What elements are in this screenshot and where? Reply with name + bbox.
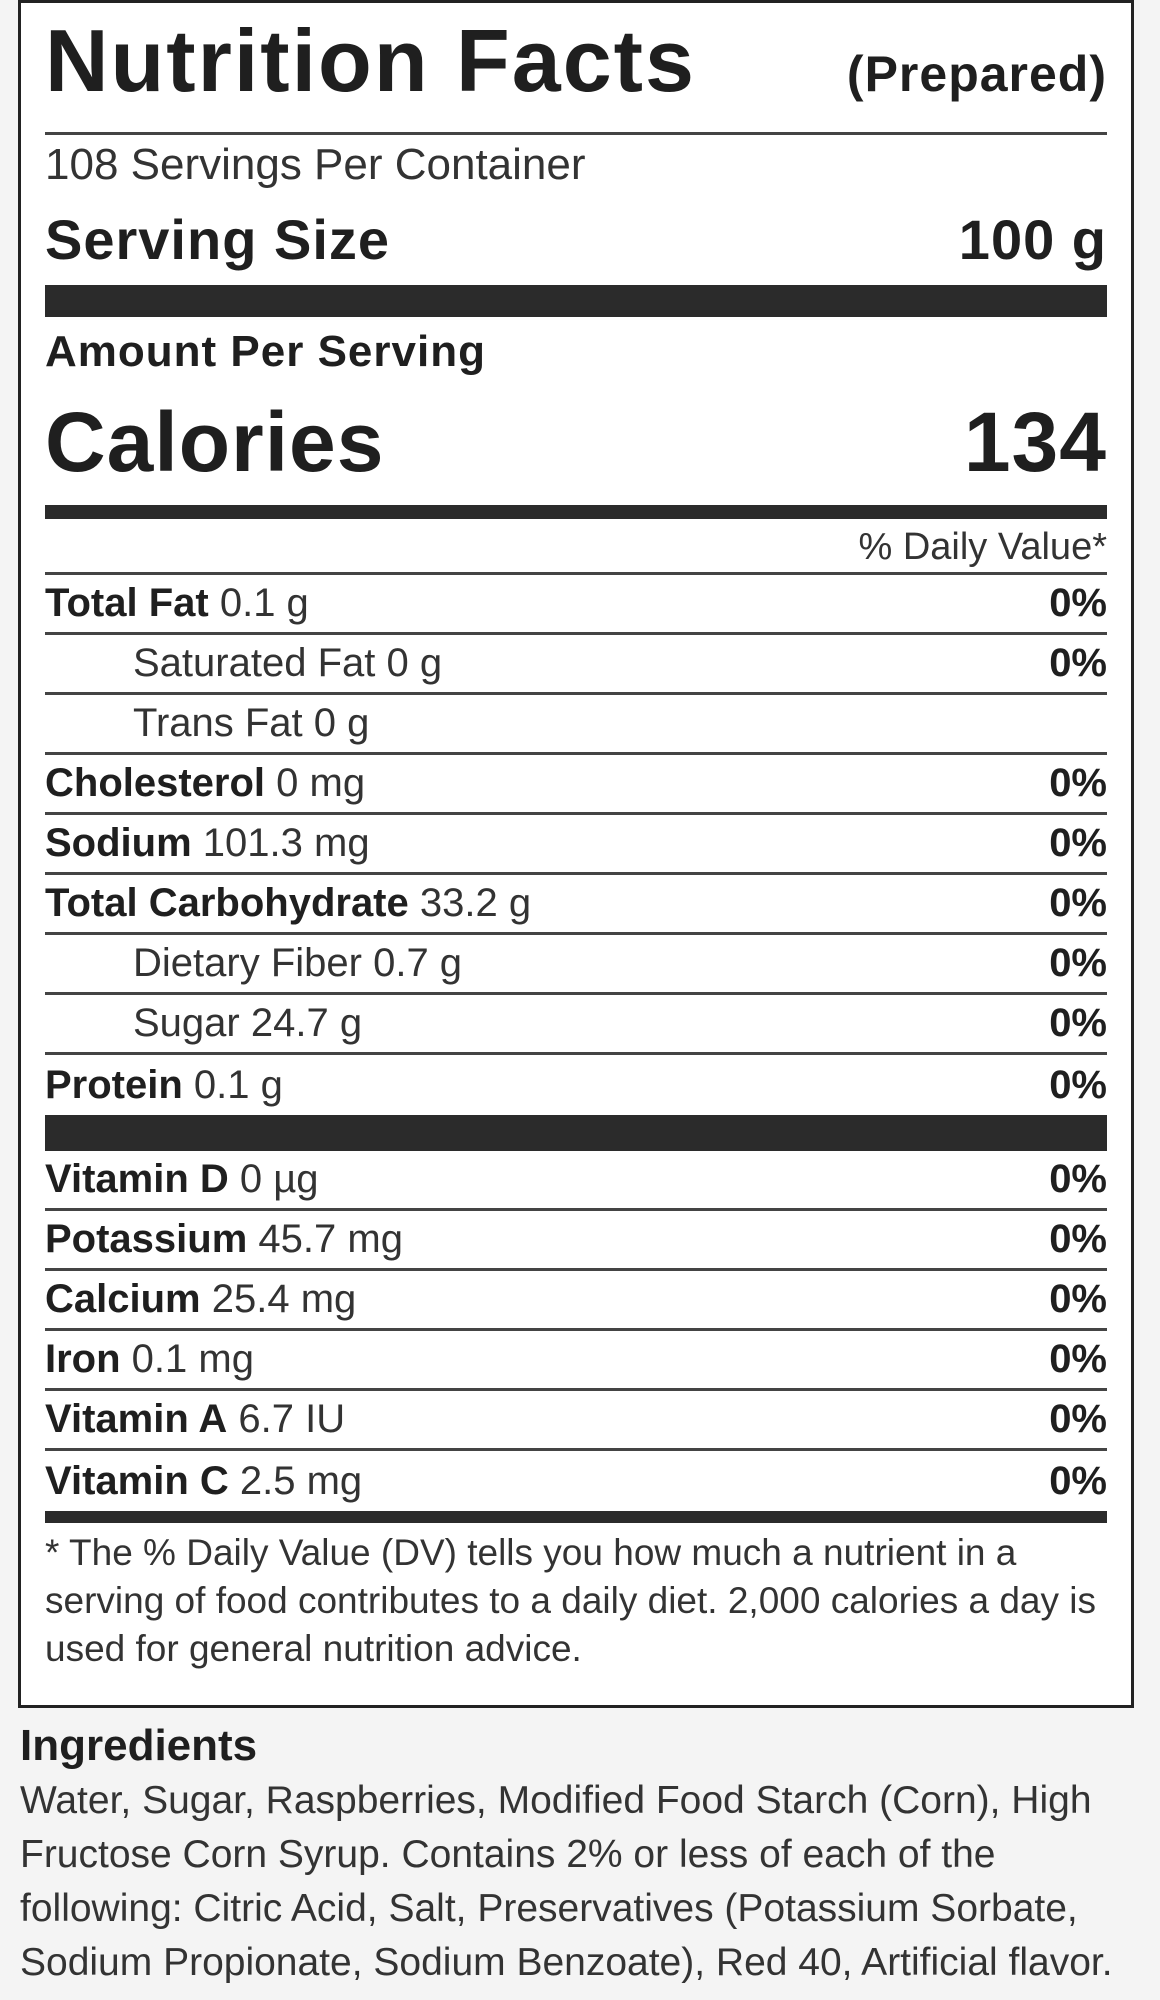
vitamin-name: Vitamin C: [45, 1458, 229, 1503]
vitamin-amount: 6.7 IU: [238, 1397, 346, 1441]
nutrient-row-dietary-fiber: Dietary Fiber 0.7 g 0%: [45, 935, 1107, 995]
nutrient-name: Cholesterol: [45, 761, 266, 805]
nutrition-label: Nutrition Facts (Prepared) 108 Servings …: [18, 0, 1134, 1708]
nutrient-row-cholesterol: Cholesterol 0 mg 0%: [45, 755, 1107, 815]
thick-divider: [45, 285, 1107, 317]
nutrient-name: Trans Fat: [133, 701, 303, 745]
label-header: Nutrition Facts (Prepared): [45, 3, 1107, 135]
nutrient-dv: 0%: [1049, 641, 1107, 685]
footer-divider: [45, 1511, 1107, 1523]
calories-value: 134: [963, 395, 1107, 489]
nutrient-name: Dietary Fiber: [133, 941, 362, 985]
calories-row: Calories 134: [45, 387, 1107, 497]
vitamin-dv: 0%: [1049, 1458, 1107, 1503]
vitamin-name: Calcium: [45, 1277, 201, 1321]
calories-label: Calories: [45, 395, 385, 489]
vitamin-name: Potassium: [45, 1217, 248, 1261]
vitamin-name: Vitamin D: [45, 1157, 229, 1201]
ingredients-text: Water, Sugar, Raspberries, Modified Food…: [20, 1779, 1113, 1984]
nutrient-amount: 0 mg: [276, 761, 366, 805]
nutrient-name: Total Fat: [45, 581, 209, 625]
daily-value-footnote: * The % Daily Value (DV) tells you how m…: [45, 1532, 1096, 1669]
nutrient-dv: 0%: [1049, 941, 1107, 985]
vitamin-dv: 0%: [1049, 1397, 1107, 1441]
vitamin-dv: 0%: [1049, 1217, 1107, 1261]
nutrient-amount: 0.1 g: [219, 581, 309, 625]
nutrient-row-total-fat: Total Fat 0.1 g 0%: [45, 575, 1107, 635]
ingredients-section: Ingredients Water, Sugar, Raspberries, M…: [20, 1718, 1140, 1990]
nutrient-row-sugar: Sugar 24.7 g 0%: [45, 995, 1107, 1055]
vitamin-amount: 0.1 mg: [131, 1337, 254, 1381]
nutrient-amount: 24.7 g: [250, 1001, 363, 1045]
vitamin-row-vitamin-c: Vitamin C 2.5 mg 0%: [45, 1451, 1107, 1511]
nutrient-dv: 0%: [1049, 761, 1107, 805]
medium-divider: [45, 505, 1107, 519]
nutrient-name: Saturated Fat: [133, 641, 376, 685]
label-title: Nutrition Facts: [45, 11, 696, 110]
serving-size-label: Serving Size: [45, 208, 391, 271]
nutrient-amount: 33.2 g: [419, 881, 532, 925]
vitamin-dv: 0%: [1049, 1277, 1107, 1321]
vitamin-row-calcium: Calcium 25.4 mg 0%: [45, 1271, 1107, 1331]
vitamin-amount: 0 µg: [239, 1157, 319, 1201]
nutrient-amount: 0 g: [313, 701, 370, 745]
daily-value-header: % Daily Value*: [45, 519, 1107, 575]
nutrient-dv: 0%: [1049, 881, 1107, 925]
vitamin-amount: 45.7 mg: [258, 1217, 403, 1261]
nutrient-name: Sodium: [45, 821, 192, 865]
serving-size-row: Serving Size 100 g: [45, 195, 1107, 285]
vitamins-divider: [45, 1115, 1107, 1151]
nutrient-amount: 0 g: [386, 641, 443, 685]
nutrient-amount: 101.3 mg: [202, 821, 370, 865]
vitamin-amount: 25.4 mg: [211, 1277, 357, 1321]
nutrient-name: Sugar: [133, 1001, 240, 1045]
vitamin-row-vitamin-d: Vitamin D 0 µg 0%: [45, 1151, 1107, 1211]
nutrient-row-protein: Protein 0.1 g 0%: [45, 1055, 1107, 1115]
nutrient-name: Total Carbohydrate: [45, 881, 409, 925]
nutrient-amount: 0.1 g: [193, 1062, 283, 1107]
nutrient-dv: 0%: [1049, 821, 1107, 865]
serving-size-value: 100 g: [958, 208, 1107, 271]
vitamin-dv: 0%: [1049, 1337, 1107, 1381]
amount-per-serving: Amount Per Serving: [45, 327, 486, 376]
vitamin-row-potassium: Potassium 45.7 mg 0%: [45, 1211, 1107, 1271]
vitamin-name: Iron: [45, 1337, 121, 1381]
servings-per-container: 108 Servings Per Container: [45, 140, 586, 189]
nutrient-dv: 0%: [1049, 1001, 1107, 1045]
ingredients-title: Ingredients: [20, 1721, 258, 1770]
nutrient-row-sodium: Sodium 101.3 mg 0%: [45, 815, 1107, 875]
vitamin-row-vitamin-a: Vitamin A 6.7 IU 0%: [45, 1391, 1107, 1451]
vitamin-name: Vitamin A: [45, 1397, 228, 1441]
nutrient-row-trans-fat: Trans Fat 0 g: [45, 695, 1107, 755]
nutrient-dv: 0%: [1049, 1062, 1107, 1107]
nutrient-amount: 0.7 g: [373, 941, 463, 985]
nutrient-row-total-carbohydrate: Total Carbohydrate 33.2 g 0%: [45, 875, 1107, 935]
nutrient-dv: 0%: [1049, 581, 1107, 625]
nutrient-name: Protein: [45, 1062, 183, 1107]
vitamin-amount: 2.5 mg: [239, 1458, 363, 1503]
label-qualifier: (Prepared): [846, 46, 1107, 102]
vitamin-dv: 0%: [1049, 1157, 1107, 1201]
nutrient-row-saturated-fat: Saturated Fat 0 g 0%: [45, 635, 1107, 695]
vitamin-row-iron: Iron 0.1 mg 0%: [45, 1331, 1107, 1391]
